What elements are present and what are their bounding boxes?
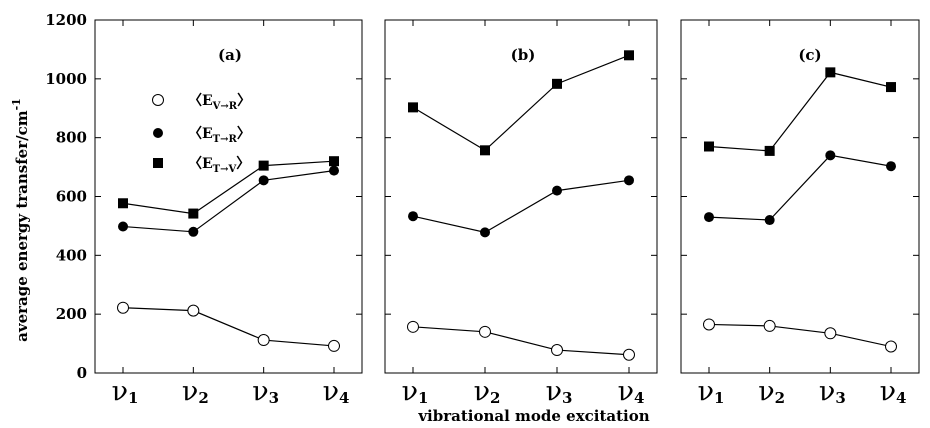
series-line	[122, 307, 335, 347]
data-point	[408, 102, 418, 113]
x-tick-label: ν1	[112, 376, 139, 407]
svg-text:average energy transfer/cm-1: average energy transfer/cm-1	[10, 98, 31, 342]
x-tick-label: ν1	[698, 376, 725, 407]
series-filled-circle	[704, 150, 896, 226]
x-axis-title: vibrational mode excitation	[417, 407, 649, 425]
data-point	[187, 304, 200, 317]
x-tick-label: ν4	[323, 376, 350, 407]
series-filled-circle	[118, 165, 339, 237]
data-point	[328, 339, 340, 352]
series-filled-circle	[408, 175, 634, 238]
data-point	[188, 226, 199, 237]
x-tick-label: ν3	[546, 376, 573, 407]
legend-marker	[153, 128, 163, 138]
data-point	[118, 221, 128, 232]
x-tick-label: ν4	[880, 376, 907, 407]
data-point	[552, 185, 562, 196]
data-point	[257, 334, 270, 347]
data-point	[824, 327, 837, 340]
data-point	[623, 348, 635, 361]
x-tick-label: ν3	[252, 376, 279, 407]
data-point	[825, 150, 836, 161]
data-point	[480, 227, 490, 238]
series-line	[708, 154, 892, 221]
data-point	[188, 208, 199, 219]
y-axis-title-superscript: -1	[10, 98, 23, 110]
data-point	[118, 198, 128, 209]
data-point	[704, 141, 714, 152]
x-tick-label: ν2	[182, 376, 209, 407]
data-point	[329, 165, 339, 176]
series-line	[122, 170, 335, 233]
x-tick-label: ν1	[402, 376, 429, 407]
series-line	[412, 179, 630, 234]
data-point	[407, 320, 419, 333]
data-point	[886, 82, 896, 93]
series-filled-square	[408, 50, 634, 156]
data-point	[552, 78, 562, 89]
data-point	[624, 50, 634, 61]
legend-label: 〈EV→R〉	[188, 93, 251, 112]
data-point	[885, 340, 897, 353]
y-tick-label: 1200	[45, 11, 87, 29]
data-point	[703, 318, 715, 331]
panel-label: (b)	[511, 46, 536, 64]
series-line	[412, 54, 630, 152]
data-point	[329, 156, 339, 167]
legend-label: 〈ET→R〉	[188, 126, 251, 145]
panel-label: (c)	[798, 46, 821, 64]
x-tick-label: ν2	[474, 376, 501, 407]
panel-c: ν1 ν2 ν3 ν4 (c)	[680, 19, 920, 407]
data-point	[624, 175, 634, 186]
series-line	[412, 326, 630, 356]
data-point	[480, 145, 490, 156]
data-point	[551, 344, 563, 357]
legend-label: 〈ET→V〉	[188, 156, 250, 175]
series-open-circle	[703, 318, 897, 353]
data-point	[704, 212, 714, 223]
y-tick-label: 800	[56, 129, 87, 147]
series-filled-square	[118, 156, 339, 219]
legend-entry: 〈ET→R〉	[153, 126, 251, 145]
legend: 〈EV→R〉〈ET→R〉〈ET→V〉	[152, 93, 251, 175]
panel-label: (a)	[218, 46, 242, 64]
data-point	[117, 301, 129, 314]
series-line	[708, 323, 892, 348]
data-point	[764, 145, 775, 156]
series-open-circle	[117, 301, 340, 352]
legend-marker	[152, 94, 164, 106]
data-point	[408, 211, 418, 222]
y-tick-label: 0	[77, 364, 87, 382]
data-point	[825, 67, 836, 78]
data-point	[763, 319, 776, 332]
data-point	[258, 175, 269, 186]
series-line	[708, 71, 892, 152]
panel-a: 0 200 400 600 800 1000 1200 ν1 ν2 ν3 ν4 (a) 〈EV→R〉〈E…	[45, 11, 363, 407]
data-point	[258, 160, 269, 171]
plot-frame	[680, 19, 920, 374]
series-line	[122, 160, 335, 215]
legend-marker	[153, 158, 163, 168]
x-tick-label: ν2	[758, 376, 785, 407]
y-tick-label: 200	[56, 305, 87, 323]
panel-b: ν1 ν2 ν3 ν4 (b)	[384, 19, 658, 407]
data-point	[886, 161, 896, 172]
plot-frame	[384, 19, 658, 374]
x-tick-label: ν4	[618, 376, 645, 407]
y-tick-label: 600	[56, 188, 87, 206]
series-filled-square	[704, 67, 896, 156]
y-tick-label: 400	[56, 246, 87, 264]
x-tick-label: ν3	[819, 376, 846, 407]
y-tick-label: 1000	[45, 70, 87, 88]
series-open-circle	[407, 320, 635, 361]
y-axis-title: average energy transfer/cm-1	[10, 98, 31, 342]
plot-frame	[94, 19, 363, 374]
data-point	[479, 325, 491, 338]
legend-entry: 〈EV→R〉	[152, 93, 251, 112]
data-point	[764, 215, 775, 226]
y-axis-title-text: average energy transfer/cm	[13, 110, 31, 342]
legend-entry: 〈ET→V〉	[153, 156, 250, 175]
